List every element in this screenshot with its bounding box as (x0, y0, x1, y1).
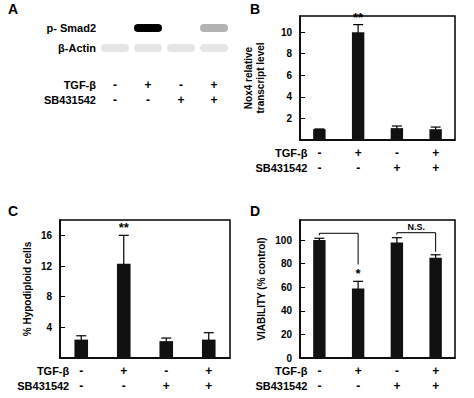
svg-text:-: - (395, 146, 399, 160)
svg-text:+: + (355, 146, 362, 160)
svg-text:SB431542: SB431542 (255, 162, 307, 174)
svg-text:+: + (432, 364, 439, 378)
svg-text:8: 8 (286, 48, 292, 59)
svg-text:4: 4 (46, 322, 52, 333)
svg-text:A: A (8, 1, 18, 17)
svg-text:TGF-β: TGF-β (275, 365, 308, 377)
svg-text:80: 80 (281, 258, 293, 269)
svg-text:+: + (177, 93, 184, 107)
svg-text:+: + (210, 93, 217, 107)
svg-text:4: 4 (286, 91, 292, 102)
svg-text:TGF-β: TGF-β (37, 365, 70, 377)
svg-text:-: - (317, 379, 321, 393)
svg-text:20: 20 (281, 329, 293, 340)
svg-text:-: - (79, 379, 83, 393)
svg-text:transcript level: transcript level (255, 42, 266, 113)
svg-text:-: - (356, 379, 360, 393)
svg-text:10: 10 (281, 27, 293, 38)
svg-text:-: - (113, 78, 117, 92)
svg-text:+: + (432, 379, 439, 393)
svg-text:% Hypodiploid cells: % Hypodiploid cells (22, 241, 33, 336)
svg-text:-: - (317, 146, 321, 160)
svg-text:TGF-β: TGF-β (275, 147, 308, 159)
svg-text:SB431542: SB431542 (17, 380, 69, 392)
svg-text:+: + (120, 364, 127, 378)
svg-text:+: + (393, 161, 400, 175)
svg-text:-: - (317, 364, 321, 378)
svg-text:TGF-β: TGF-β (64, 79, 97, 91)
svg-text:8: 8 (46, 291, 52, 302)
svg-text:**: ** (353, 10, 364, 25)
svg-text:p- Smad2: p- Smad2 (46, 22, 96, 34)
svg-text:-: - (317, 161, 321, 175)
svg-text:N.S.: N.S. (407, 222, 425, 232)
svg-text:16: 16 (41, 230, 53, 241)
svg-text:β-Actin: β-Actin (58, 42, 96, 54)
svg-text:+: + (393, 379, 400, 393)
svg-text:100: 100 (275, 235, 292, 246)
svg-text:2: 2 (286, 113, 292, 124)
svg-text:**: ** (119, 220, 130, 235)
svg-text:+: + (432, 146, 439, 160)
svg-text:+: + (432, 161, 439, 175)
svg-text:SB431542: SB431542 (44, 94, 96, 106)
svg-text:D: D (250, 203, 260, 219)
svg-text:-: - (164, 364, 168, 378)
svg-text:+: + (144, 78, 151, 92)
svg-text:+: + (163, 379, 170, 393)
svg-text:12: 12 (41, 261, 53, 272)
svg-text:-: - (395, 364, 399, 378)
svg-text:6: 6 (286, 70, 292, 81)
svg-text:B: B (250, 1, 260, 17)
svg-text:60: 60 (281, 282, 293, 293)
svg-text:-: - (356, 161, 360, 175)
svg-text:*: * (356, 266, 362, 281)
svg-text:SB431542: SB431542 (255, 380, 307, 392)
svg-text:Nox4 relative: Nox4 relative (243, 46, 254, 109)
svg-text:+: + (205, 364, 212, 378)
svg-text:-: - (122, 379, 126, 393)
svg-text:C: C (8, 203, 18, 219)
svg-text:-: - (113, 93, 117, 107)
svg-text:-: - (79, 364, 83, 378)
svg-text:+: + (205, 379, 212, 393)
svg-text:VIABILITY (% control): VIABILITY (% control) (256, 237, 267, 340)
svg-text:+: + (355, 364, 362, 378)
svg-text:-: - (146, 93, 150, 107)
svg-text:0: 0 (286, 353, 292, 364)
svg-text:+: + (210, 78, 217, 92)
svg-text:-: - (179, 78, 183, 92)
svg-text:40: 40 (281, 305, 293, 316)
